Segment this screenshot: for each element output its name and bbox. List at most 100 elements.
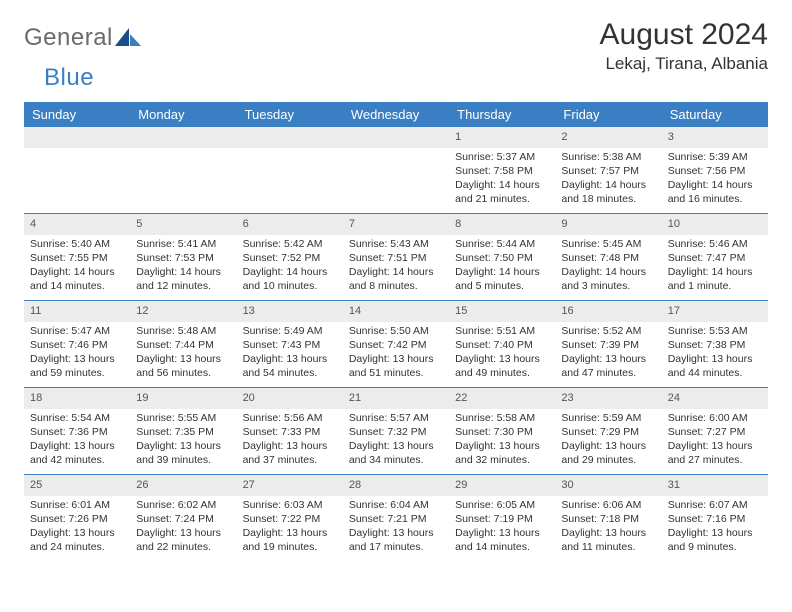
day-body: Sunrise: 5:37 AMSunset: 7:58 PMDaylight:… xyxy=(449,150,555,207)
day-number: 8 xyxy=(449,214,555,235)
day-cell: 22Sunrise: 5:58 AMSunset: 7:30 PMDayligh… xyxy=(449,388,555,474)
weeks-container: 1Sunrise: 5:37 AMSunset: 7:58 PMDaylight… xyxy=(24,127,768,561)
sunset-text: Sunset: 7:52 PM xyxy=(243,251,337,265)
sunset-text: Sunset: 7:43 PM xyxy=(243,338,337,352)
day-cell xyxy=(130,127,236,213)
sunset-text: Sunset: 7:44 PM xyxy=(136,338,230,352)
day-body: Sunrise: 6:05 AMSunset: 7:19 PMDaylight:… xyxy=(449,498,555,555)
daylight-text: Daylight: 14 hours xyxy=(30,265,124,279)
day-body: Sunrise: 5:47 AMSunset: 7:46 PMDaylight:… xyxy=(24,324,130,381)
day-body: Sunrise: 5:52 AMSunset: 7:39 PMDaylight:… xyxy=(555,324,661,381)
day-cell: 31Sunrise: 6:07 AMSunset: 7:16 PMDayligh… xyxy=(662,475,768,561)
day-cell: 3Sunrise: 5:39 AMSunset: 7:56 PMDaylight… xyxy=(662,127,768,213)
sunrise-text: Sunrise: 5:38 AM xyxy=(561,150,655,164)
brand-name-2: Blue xyxy=(24,64,94,92)
sunset-text: Sunset: 7:58 PM xyxy=(455,164,549,178)
day-body: Sunrise: 5:56 AMSunset: 7:33 PMDaylight:… xyxy=(237,411,343,468)
day-cell: 5 Sunrise: 5:41 AMSunset: 7:53 PMDaylight… xyxy=(130,214,236,300)
day-cell: 2Sunrise: 5:38 AMSunset: 7:57 PMDaylight… xyxy=(555,127,661,213)
week-row: 1Sunrise: 5:37 AMSunset: 7:58 PMDaylight… xyxy=(24,127,768,213)
sunrise-text: Sunrise: 5:44 AM xyxy=(455,237,549,251)
daylight-text: and 14 minutes. xyxy=(30,279,124,293)
sunrise-text: Sunrise: 5:52 AM xyxy=(561,324,655,338)
day-cell: 25Sunrise: 6:01 AMSunset: 7:26 PMDayligh… xyxy=(24,475,130,561)
day-body: Sunrise: 5:50 AMSunset: 7:42 PMDaylight:… xyxy=(343,324,449,381)
day-number: 9 xyxy=(555,214,661,235)
daylight-text: and 59 minutes. xyxy=(30,366,124,380)
sunset-text: Sunset: 7:42 PM xyxy=(349,338,443,352)
sunrise-text: Sunrise: 5:41 AM xyxy=(136,237,230,251)
day-number: 2 xyxy=(555,127,661,148)
daylight-text: and 5 minutes. xyxy=(455,279,549,293)
day-body: Sunrise: 5:38 AMSunset: 7:57 PMDaylight:… xyxy=(555,150,661,207)
sunset-text: Sunset: 7:57 PM xyxy=(561,164,655,178)
sunset-text: Sunset: 7:53 PM xyxy=(136,251,230,265)
day-body: Sunrise: 5:49 AMSunset: 7:43 PMDaylight:… xyxy=(237,324,343,381)
daylight-text: and 54 minutes. xyxy=(243,366,337,380)
sunrise-text: Sunrise: 5:37 AM xyxy=(455,150,549,164)
sunset-text: Sunset: 7:40 PM xyxy=(455,338,549,352)
day-body: Sunrise: 5:54 AMSunset: 7:36 PMDaylight:… xyxy=(24,411,130,468)
day-number: 5 xyxy=(130,214,236,235)
sunset-text: Sunset: 7:36 PM xyxy=(30,425,124,439)
day-header-row: Sunday Monday Tuesday Wednesday Thursday… xyxy=(24,102,768,127)
day-number: 19 xyxy=(130,388,236,409)
page-title: August 2024 xyxy=(600,18,768,52)
day-cell: 10Sunrise: 5:46 AMSunset: 7:47 PMDayligh… xyxy=(662,214,768,300)
brand-logo: General xyxy=(24,18,143,52)
daylight-text: Daylight: 14 hours xyxy=(455,178,549,192)
day-number: 15 xyxy=(449,301,555,322)
sunrise-text: Sunrise: 5:56 AM xyxy=(243,411,337,425)
sunset-text: Sunset: 7:19 PM xyxy=(455,512,549,526)
daylight-text: Daylight: 13 hours xyxy=(30,526,124,540)
daylight-text: Daylight: 14 hours xyxy=(455,265,549,279)
day-body: Sunrise: 5:43 AMSunset: 7:51 PMDaylight:… xyxy=(343,237,449,294)
day-number: 6 xyxy=(237,214,343,235)
day-cell: 7Sunrise: 5:43 AMSunset: 7:51 PMDaylight… xyxy=(343,214,449,300)
daylight-text: and 10 minutes. xyxy=(243,279,337,293)
sunrise-text: Sunrise: 5:47 AM xyxy=(30,324,124,338)
daylight-text: Daylight: 13 hours xyxy=(30,352,124,366)
daylight-text: and 56 minutes. xyxy=(136,366,230,380)
day-number: 7 xyxy=(343,214,449,235)
brand-name-1: General xyxy=(24,24,113,52)
day-cell: 15Sunrise: 5:51 AMSunset: 7:40 PMDayligh… xyxy=(449,301,555,387)
sunrise-text: Sunrise: 5:59 AM xyxy=(561,411,655,425)
sunrise-text: Sunrise: 5:45 AM xyxy=(561,237,655,251)
sunset-text: Sunset: 7:22 PM xyxy=(243,512,337,526)
sunset-text: Sunset: 7:35 PM xyxy=(136,425,230,439)
day-body: Sunrise: 6:00 AMSunset: 7:27 PMDaylight:… xyxy=(662,411,768,468)
daylight-text: Daylight: 14 hours xyxy=(136,265,230,279)
day-body: Sunrise: 6:06 AMSunset: 7:18 PMDaylight:… xyxy=(555,498,661,555)
day-cell: 9Sunrise: 5:45 AMSunset: 7:48 PMDaylight… xyxy=(555,214,661,300)
daylight-text: Daylight: 13 hours xyxy=(455,352,549,366)
sunset-text: Sunset: 7:32 PM xyxy=(349,425,443,439)
day-body: Sunrise: 6:04 AMSunset: 7:21 PMDaylight:… xyxy=(343,498,449,555)
day-header: Sunday xyxy=(24,102,130,127)
sunrise-text: Sunrise: 5:54 AM xyxy=(30,411,124,425)
day-header: Friday xyxy=(555,102,661,127)
day-body: Sunrise: 6:02 AMSunset: 7:24 PMDaylight:… xyxy=(130,498,236,555)
day-body: Sunrise: 5:58 AMSunset: 7:30 PMDaylight:… xyxy=(449,411,555,468)
sunset-text: Sunset: 7:27 PM xyxy=(668,425,762,439)
daylight-text: Daylight: 13 hours xyxy=(561,352,655,366)
sunrise-text: Sunrise: 5:51 AM xyxy=(455,324,549,338)
sunset-text: Sunset: 7:46 PM xyxy=(30,338,124,352)
sunset-text: Sunset: 7:18 PM xyxy=(561,512,655,526)
day-cell: 18Sunrise: 5:54 AMSunset: 7:36 PMDayligh… xyxy=(24,388,130,474)
day-number xyxy=(24,127,130,148)
sunrise-text: Sunrise: 5:43 AM xyxy=(349,237,443,251)
daylight-text: Daylight: 14 hours xyxy=(349,265,443,279)
daylight-text: Daylight: 14 hours xyxy=(561,178,655,192)
day-number xyxy=(130,127,236,148)
day-body: Sunrise: 5:51 AMSunset: 7:40 PMDaylight:… xyxy=(449,324,555,381)
sunrise-text: Sunrise: 5:55 AM xyxy=(136,411,230,425)
week-row: 11Sunrise: 5:47 AMSunset: 7:46 PMDayligh… xyxy=(24,300,768,387)
day-header: Wednesday xyxy=(343,102,449,127)
day-number: 25 xyxy=(24,475,130,496)
daylight-text: Daylight: 13 hours xyxy=(243,439,337,453)
day-body: Sunrise: 6:07 AMSunset: 7:16 PMDaylight:… xyxy=(662,498,768,555)
day-cell: 24Sunrise: 6:00 AMSunset: 7:27 PMDayligh… xyxy=(662,388,768,474)
day-number xyxy=(237,127,343,148)
daylight-text: Daylight: 13 hours xyxy=(243,352,337,366)
